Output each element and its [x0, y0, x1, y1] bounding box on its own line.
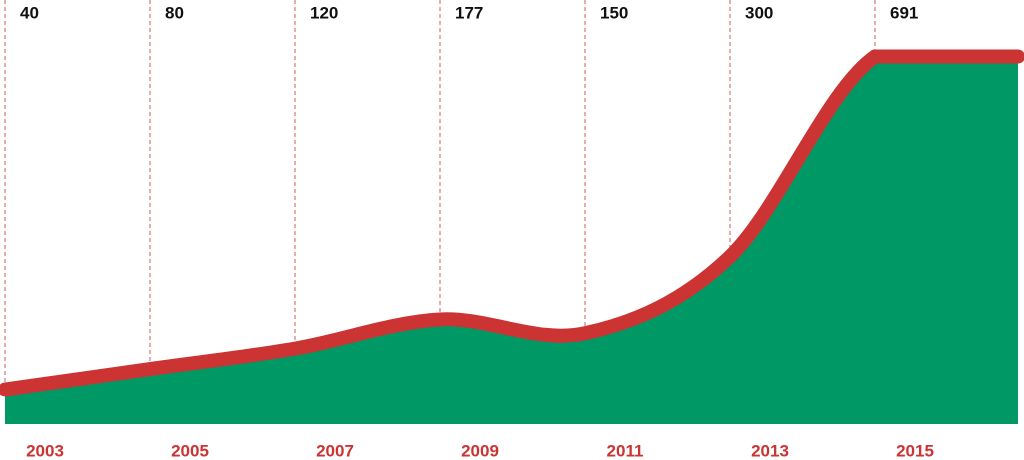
x-tick-label: 2011	[607, 441, 644, 460]
area	[5, 56, 1018, 425]
x-tick-label: 2007	[316, 441, 354, 460]
x-tick-label: 2013	[751, 441, 789, 460]
value-label: 177	[455, 3, 483, 22]
value-label: 150	[600, 3, 628, 22]
value-label: 120	[310, 3, 338, 22]
x-tick-label: 2009	[461, 441, 499, 460]
value-label: 80	[165, 3, 184, 22]
x-tick-label: 2015	[896, 441, 934, 460]
x-tick-label: 2005	[171, 441, 209, 460]
line	[0, 49, 882, 397]
value-label: 40	[20, 3, 39, 22]
value-label: 691	[890, 3, 918, 22]
x-tick-label: 2003	[26, 441, 64, 460]
value-label: 300	[745, 3, 773, 22]
